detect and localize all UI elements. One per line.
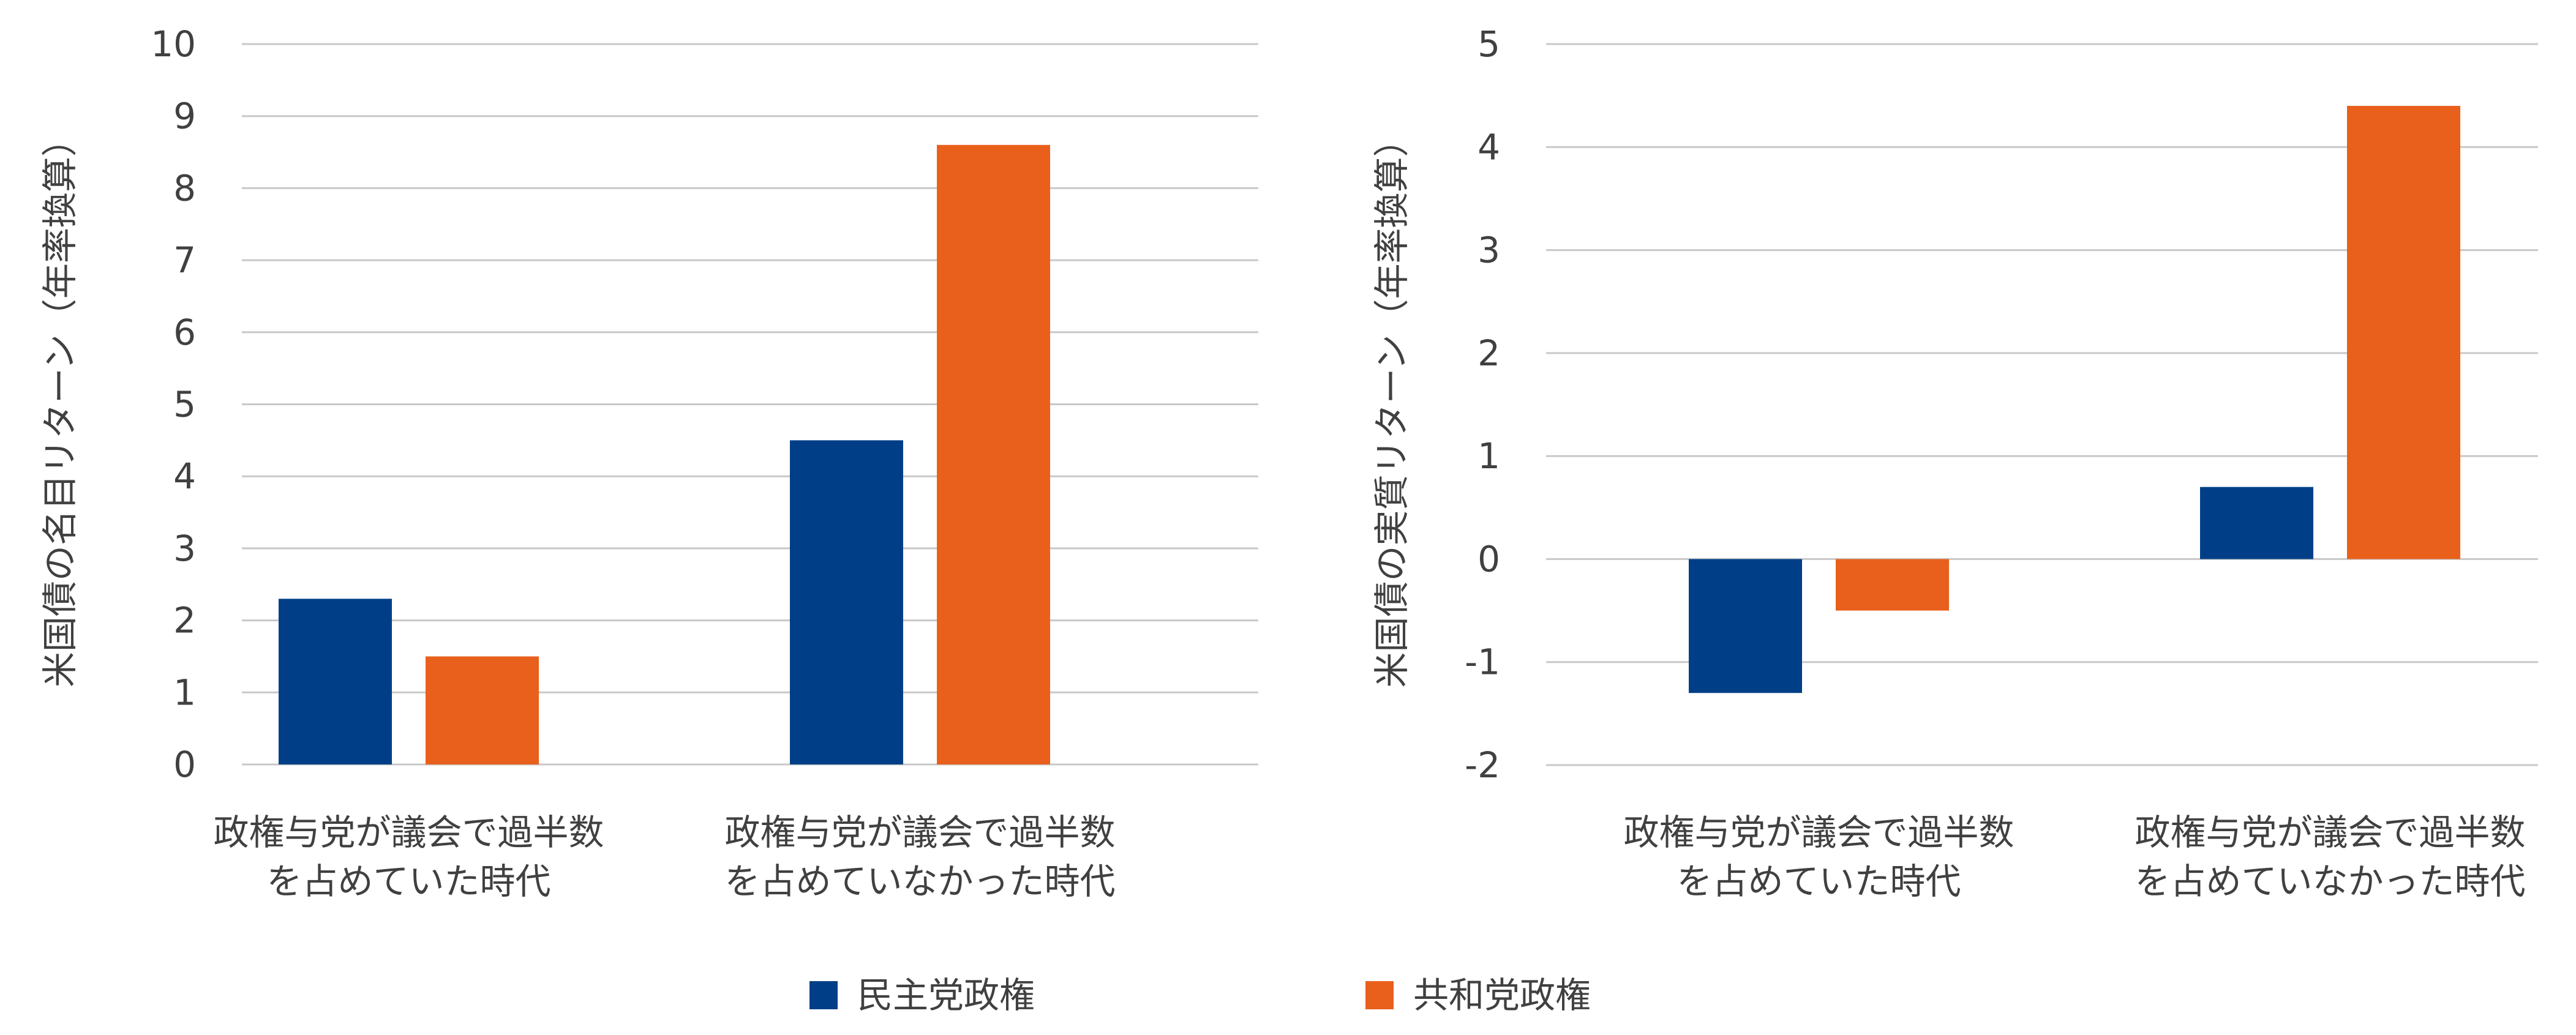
y-tick-label-1: -1 [1465,641,1500,683]
y-tick-label-2: 2 [173,600,196,641]
y-tick-label-9: 9 [173,95,196,137]
bar-republican-1 [2347,105,2460,559]
category-label-1-line-1: を占めていなかった時代 [724,861,1115,902]
bar-democrat-0 [279,599,392,764]
real-return-chart: -2-1012345政権与党が議会で過半数を占めていた時代政権与党が議会で過半数… [1371,23,2538,902]
bar-democrat-1 [790,440,903,764]
nominal-return-chart: 012345678910政権与党が議会で過半数を占めていた時代政権与党が議会で過… [39,23,1258,902]
y-tick-label-5: 5 [173,384,196,425]
bar-republican-1 [937,144,1050,764]
y-tick-label-3: 3 [173,528,196,569]
y-tick-label-7: 5 [1478,23,1500,65]
y-tick-label-0: 0 [173,744,196,785]
legend-label-democrat: 民主党政権 [857,974,1035,1016]
y-tick-label-1: 1 [173,671,196,713]
legend-swatch-republican [1365,981,1394,1009]
y-tick-label-8: 8 [173,167,196,209]
category-label-0-line-1: を占めていた時代 [266,861,550,902]
legend-swatch-democrat [809,981,838,1009]
category-label-0-line-1: を占めていた時代 [1677,861,1961,902]
category-label-0-line-0: 政権与党が議会で過半数 [1623,812,2014,853]
y-tick-label-4: 4 [173,455,196,497]
y-tick-label-7: 7 [173,239,196,281]
y-tick-label-10: 10 [151,23,196,65]
bar-democrat-0 [1689,559,1802,693]
category-label-1-line-0: 政権与党が議会で過半数 [2135,812,2525,853]
bar-republican-0 [426,656,539,764]
category-label-1-line-1: を占めていなかった時代 [2135,861,2525,902]
y-tick-label-4: 2 [1478,332,1500,374]
y-tick-label-3: 1 [1478,435,1500,477]
y-tick-label-6: 6 [173,312,196,353]
y-axis-title: 米国債の名目リターン（年率換算） [39,121,81,687]
category-label-0-line-0: 政権与党が議会で過半数 [213,812,604,853]
legend: 民主党政権 共和党政権 [809,974,1591,1016]
y-axis-title: 米国債の実質リターン（年率換算） [1371,121,1413,687]
legend-label-republican: 共和党政権 [1413,974,1591,1016]
y-tick-label-0: -2 [1465,744,1500,786]
y-tick-label-2: 0 [1478,538,1500,580]
category-label-1-line-0: 政権与党が議会で過半数 [724,812,1115,853]
y-tick-label-5: 3 [1478,230,1500,271]
bar-democrat-1 [2200,487,2313,559]
y-tick-label-6: 4 [1478,126,1500,168]
bar-republican-0 [1836,559,1949,611]
